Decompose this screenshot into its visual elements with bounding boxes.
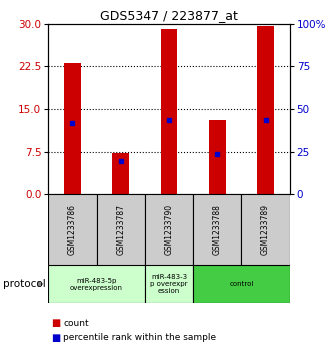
Text: GSM1233786: GSM1233786: [68, 204, 77, 255]
Bar: [193, 194, 241, 265]
Text: miR-483-5p
overexpression: miR-483-5p overexpression: [70, 278, 123, 290]
Bar: [145, 194, 193, 265]
Text: GSM1233788: GSM1233788: [213, 204, 222, 255]
Bar: [97, 194, 145, 265]
Text: ■: ■: [52, 333, 61, 343]
Title: GDS5347 / 223877_at: GDS5347 / 223877_at: [100, 9, 238, 23]
Text: GSM1233789: GSM1233789: [261, 204, 270, 255]
Text: ■: ■: [52, 318, 61, 328]
Bar: [193, 265, 290, 303]
Text: GSM1233787: GSM1233787: [116, 204, 125, 255]
Bar: [257, 26, 274, 194]
Text: count: count: [63, 319, 89, 327]
Bar: [48, 265, 145, 303]
Bar: [145, 265, 193, 303]
Bar: [64, 64, 81, 194]
Text: GSM1233790: GSM1233790: [165, 204, 173, 255]
Bar: [48, 194, 97, 265]
Text: percentile rank within the sample: percentile rank within the sample: [63, 333, 216, 342]
Bar: [209, 120, 226, 194]
Text: miR-483-3
p overexpr
ession: miR-483-3 p overexpr ession: [150, 274, 188, 294]
Bar: [241, 194, 290, 265]
Text: protocol: protocol: [3, 279, 46, 289]
Text: control: control: [229, 281, 254, 287]
Bar: [112, 153, 129, 194]
Bar: [161, 29, 177, 194]
